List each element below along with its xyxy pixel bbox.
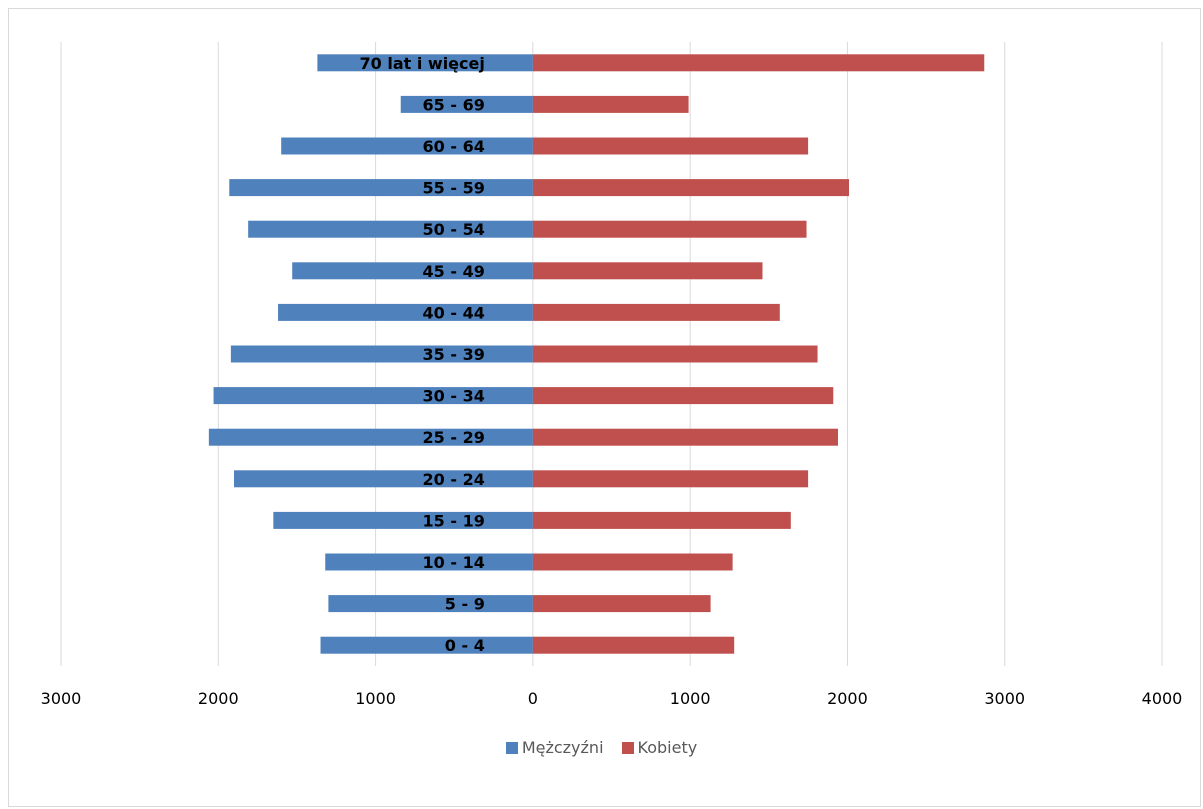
bar-men-1 <box>328 595 533 613</box>
bar-women-0 <box>532 636 735 654</box>
bar-men-7 <box>230 345 533 363</box>
bar-men-10 <box>248 220 533 238</box>
category-label-1: 5 - 9 <box>445 595 485 614</box>
category-label-5: 25 - 29 <box>423 428 485 447</box>
bar-women-3 <box>532 511 791 529</box>
bar-men-9 <box>292 262 533 280</box>
x-tick-label-2: 1000 <box>355 689 396 708</box>
x-tick-label-7: 4000 <box>1142 689 1183 708</box>
legend-label-men: Mężczyźni <box>521 738 604 757</box>
legend-item-women: Kobiety <box>621 738 698 757</box>
category-label-6: 30 - 34 <box>423 387 485 406</box>
category-label-4: 20 - 24 <box>423 470 485 489</box>
category-label-12: 60 - 64 <box>423 137 485 156</box>
legend-label-women: Kobiety <box>637 738 698 757</box>
bar-women-4 <box>532 470 809 488</box>
bar-men-8 <box>278 303 533 321</box>
bar-men-2 <box>325 553 533 571</box>
legend: Mężczyźni Kobiety <box>0 738 1203 757</box>
bar-men-6 <box>213 387 533 405</box>
category-label-11: 55 - 59 <box>423 179 485 198</box>
bar-men-4 <box>234 470 533 488</box>
category-label-0: 0 - 4 <box>445 636 485 655</box>
legend-swatch-women <box>621 741 634 754</box>
bar-men-14 <box>317 54 533 72</box>
bar-men-5 <box>208 428 533 446</box>
category-label-2: 10 - 14 <box>423 553 485 572</box>
x-tick-label-3: 0 <box>528 689 538 708</box>
bar-men-11 <box>229 179 533 197</box>
bar-women-12 <box>532 137 809 155</box>
x-tick-label-1: 2000 <box>198 689 239 708</box>
bar-women-11 <box>532 179 850 197</box>
x-axis-tick-labels: 3000 2000 1000 0 1000 2000 3000 4000 <box>41 689 1183 708</box>
bar-men-12 <box>281 137 533 155</box>
category-label-14: 70 lat i więcej <box>360 54 485 73</box>
category-label-13: 65 - 69 <box>423 95 485 114</box>
bar-women-10 <box>532 220 807 238</box>
category-labels: 0 - 4 5 - 9 10 - 14 15 - 19 20 - 24 25 - 29 30… <box>360 54 485 655</box>
bar-women-7 <box>532 345 818 363</box>
x-tick-label-0: 3000 <box>41 689 82 708</box>
bar-women-13 <box>532 95 689 113</box>
bar-men-0 <box>320 636 533 654</box>
bar-women-2 <box>532 553 733 571</box>
bar-men-3 <box>273 511 533 529</box>
category-label-10: 50 - 54 <box>423 220 485 239</box>
category-label-3: 15 - 19 <box>423 511 485 530</box>
legend-item-men: Mężczyźni <box>505 738 604 757</box>
legend-swatch-men <box>505 741 518 754</box>
bar-women-1 <box>532 595 711 613</box>
bar-women-8 <box>532 303 780 321</box>
bar-women-14 <box>532 54 985 72</box>
bar-women-5 <box>532 428 838 446</box>
x-tick-label-6: 3000 <box>984 689 1025 708</box>
x-tick-label-5: 2000 <box>827 689 868 708</box>
bar-women-9 <box>532 262 763 280</box>
category-label-8: 40 - 44 <box>423 303 485 322</box>
bar-women-6 <box>532 387 834 405</box>
category-label-9: 45 - 49 <box>423 262 485 281</box>
bars <box>208 54 985 654</box>
x-tick-label-4: 1000 <box>670 689 711 708</box>
bar-men-13 <box>400 95 533 113</box>
category-label-7: 35 - 39 <box>423 345 485 364</box>
